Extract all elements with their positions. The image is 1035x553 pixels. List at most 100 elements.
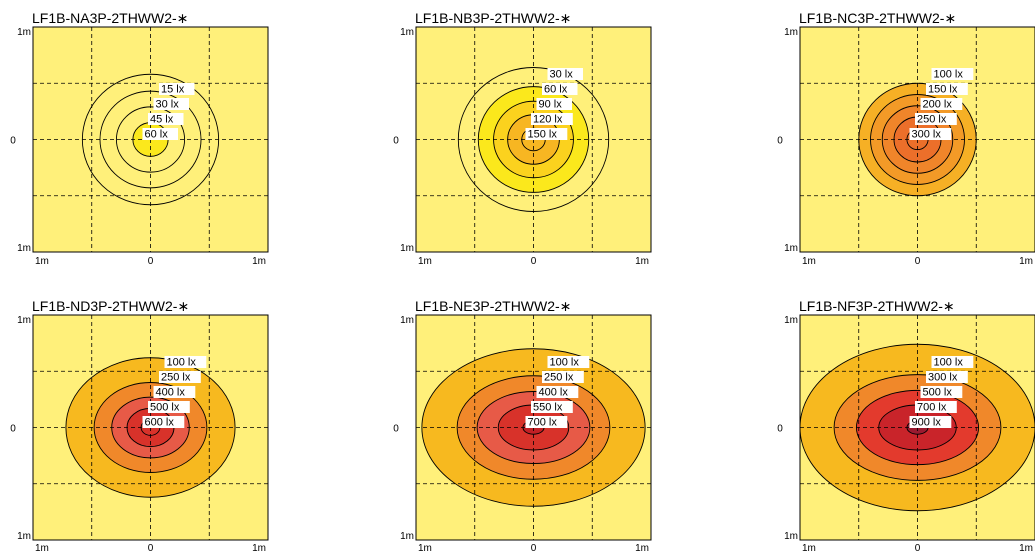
contour-label-box (142, 128, 178, 140)
chart-title: LF1B-NA3P-2THWW2-∗ (32, 10, 188, 26)
isolux-panel: 100 lx 300 lx 500 lx 700 lx 900 lx LF1B-NF3P-… (777, 298, 1035, 553)
y-axis-zero-label: 0 (393, 136, 399, 147)
y-axis-zero-label: 0 (10, 136, 16, 147)
contour-label-box (926, 83, 968, 95)
contour-label-box (148, 113, 184, 125)
contour-label: 300 lx (928, 372, 958, 384)
plot-frame (799, 314, 1035, 541)
contour-label-box (920, 98, 963, 110)
plot-frame (799, 26, 1035, 253)
x-axis-right-label: 1m (1019, 256, 1033, 267)
x-axis-zero-label: 0 (148, 543, 154, 553)
contour-label: 60 lx (544, 84, 568, 96)
contour-label: 700 lx (917, 402, 947, 414)
contour-label: 250 lx (161, 372, 191, 384)
x-axis-zero-label: 0 (531, 543, 537, 553)
contour-label: 400 lx (539, 387, 569, 399)
x-axis-left-label: 1m (418, 543, 432, 553)
x-axis-right-label: 1m (252, 543, 266, 553)
contour-label-box (159, 83, 195, 95)
y-axis-top-label: 1m (17, 315, 31, 326)
contour-labels: 100 lx 150 lx 200 lx 250 lx 300 lx (909, 68, 974, 141)
x-axis-right-label: 1m (1019, 543, 1033, 553)
contour-label: 90 lx (539, 99, 563, 111)
contour-label: 15 lx (161, 84, 185, 96)
chart-title: LF1B-NB3P-2THWW2-∗ (415, 10, 571, 26)
x-axis-left-label: 1m (802, 543, 816, 553)
contour-label-box (531, 113, 573, 125)
contour-label-box (909, 416, 952, 428)
contour-label: 500 lx (923, 387, 953, 399)
contour-labels: 30 lx 60 lx 90 lx 120 lx 150 lx (525, 68, 583, 141)
contour-label-box (525, 128, 568, 140)
contour-label: 60 lx (145, 129, 169, 141)
contour-label-box (547, 356, 590, 368)
isolux-panel: 100 lx 150 lx 200 lx 250 lx 300 lx LF1B-NC3P-… (777, 10, 1035, 267)
contour-label: 150 lx (928, 84, 958, 96)
y-axis-top-label: 1m (17, 27, 31, 38)
plot-frame (32, 26, 269, 253)
contour-label: 300 lx (912, 129, 942, 141)
y-axis-bottom-label: 1m (17, 531, 31, 542)
x-axis-right-label: 1m (252, 256, 266, 267)
contour-label: 400 lx (156, 387, 186, 399)
x-axis-right-label: 1m (635, 256, 649, 267)
y-axis-zero-label: 0 (777, 424, 783, 435)
plot-frame (32, 314, 269, 541)
contour-label: 700 lx (528, 417, 558, 429)
contour-label: 100 lx (934, 357, 964, 369)
chart-title: LF1B-NF3P-2THWW2-∗ (799, 298, 955, 314)
isolux-panel: 100 lx 250 lx 400 lx 550 lx 700 lx LF1B-NE3P-… (393, 298, 652, 553)
contour-label-box (536, 386, 579, 398)
contour-label: 100 lx (550, 357, 580, 369)
contour-label-box (142, 416, 185, 428)
contour-label: 600 lx (145, 417, 175, 429)
contour-label-box (159, 371, 201, 383)
isolux-panel: 100 lx 250 lx 400 lx 500 lx 600 lx LF1B-ND3P-… (10, 298, 269, 553)
contour-label: 30 lx (550, 69, 574, 81)
contour-label-box (148, 401, 190, 413)
contour-label: 100 lx (167, 357, 197, 369)
y-axis-bottom-label: 1m (784, 531, 798, 542)
contour-labels: 100 lx 250 lx 400 lx 500 lx 600 lx (142, 356, 207, 429)
contour-label-box (926, 371, 968, 383)
y-axis-zero-label: 0 (777, 136, 783, 147)
contour-label-box (547, 68, 583, 80)
contour-label: 100 lx (934, 69, 964, 81)
contour-label: 120 lx (533, 114, 563, 126)
contour-labels: 15 lx 30 lx 45 lx 60 lx (142, 83, 195, 141)
contour-label: 45 lx (150, 114, 174, 126)
y-axis-bottom-label: 1m (784, 243, 798, 254)
x-axis-zero-label: 0 (531, 256, 537, 267)
isolux-panel: 30 lx 60 lx 90 lx 120 lx 150 lx LF1B-NB3P-2TH… (393, 10, 652, 267)
chart-title: LF1B-NE3P-2THWW2-∗ (415, 298, 571, 314)
x-axis-zero-label: 0 (148, 256, 154, 267)
contour-label: 900 lx (912, 417, 942, 429)
contour-labels: 100 lx 300 lx 500 lx 700 lx 900 lx (909, 356, 974, 429)
contour-label-box (536, 98, 572, 110)
contour-label-box (153, 386, 196, 398)
contour-label: 200 lx (923, 99, 953, 111)
plot-frame (415, 26, 652, 253)
y-axis-zero-label: 0 (10, 424, 16, 435)
contour-label-box (531, 401, 573, 413)
y-axis-top-label: 1m (784, 27, 798, 38)
contour-label: 30 lx (156, 99, 180, 111)
contour-label: 250 lx (917, 114, 947, 126)
contour-label: 150 lx (528, 129, 558, 141)
contour-label-box (164, 356, 207, 368)
y-axis-top-label: 1m (784, 315, 798, 326)
y-axis-top-label: 1m (400, 315, 414, 326)
contour-label-box (153, 98, 189, 110)
contour-label: 550 lx (533, 402, 563, 414)
chart-title: LF1B-NC3P-2THWW2-∗ (799, 10, 956, 26)
x-axis-left-label: 1m (802, 256, 816, 267)
contour-label-box (915, 401, 957, 413)
contour-label-box (920, 386, 963, 398)
contour-label-box (931, 68, 974, 80)
chart-title: LF1B-ND3P-2THWW2-∗ (32, 298, 189, 314)
y-axis-bottom-label: 1m (400, 243, 414, 254)
contour-label-box (909, 128, 952, 140)
